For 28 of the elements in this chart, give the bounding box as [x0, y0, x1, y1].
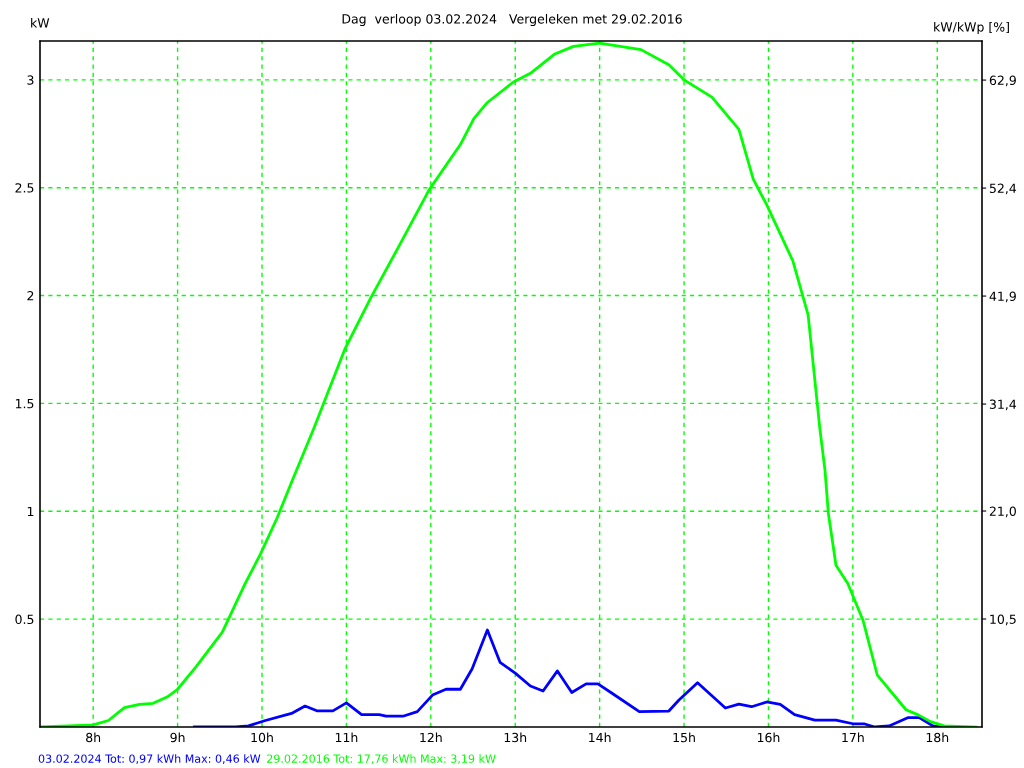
- y-tick-label: 2: [27, 291, 34, 301]
- x-tick-label: 10h: [251, 732, 273, 743]
- y2-tick-label: 21,0: [989, 506, 1016, 518]
- y-tick-label: 1.5: [15, 399, 34, 409]
- x-tick-label: 8h: [86, 732, 101, 743]
- x-tick-label: 11h: [335, 732, 358, 743]
- x-tick-label: 13h: [504, 732, 527, 743]
- y-tick-label: 0.5: [15, 614, 34, 625]
- x-tick-label: 18h: [926, 732, 949, 743]
- y2-tick-label: 31,4: [989, 399, 1017, 411]
- y2-tick-label: 62,9: [989, 75, 1016, 87]
- y2-tick-label: 52,4: [989, 183, 1017, 195]
- text: 29.02.2016 Tot: 17,76 kWh Max: 3,19 kW: [267, 754, 496, 764]
- y-tick-label: 3: [27, 75, 34, 85]
- y-axis-title: kW: [31, 17, 50, 28]
- chart-title: Dag verloop 03.02.2024 Vergeleken met 29.02.2016: [342, 13, 682, 27]
- y2-tick-label: 10,5: [990, 614, 1016, 626]
- x-tick-label: 12h: [420, 732, 442, 743]
- x-tick-label: 9h: [170, 732, 185, 743]
- text: 03.02.2024 Tot: 0,97 kWh Max: 0,46 kW: [38, 754, 261, 764]
- y-tick-label: 1: [27, 506, 34, 517]
- x-tick-label: 14h: [589, 732, 611, 743]
- x-tick-label: 17h: [842, 732, 864, 743]
- y2-tick-label: 41,9: [989, 291, 1016, 303]
- x-tick-label: 16h: [757, 732, 780, 743]
- y-tick-label: 2.5: [15, 183, 34, 193]
- y2-axis-title: kW/kWp [%]: [934, 21, 1009, 35]
- x-tick-label: 15h: [673, 732, 695, 743]
